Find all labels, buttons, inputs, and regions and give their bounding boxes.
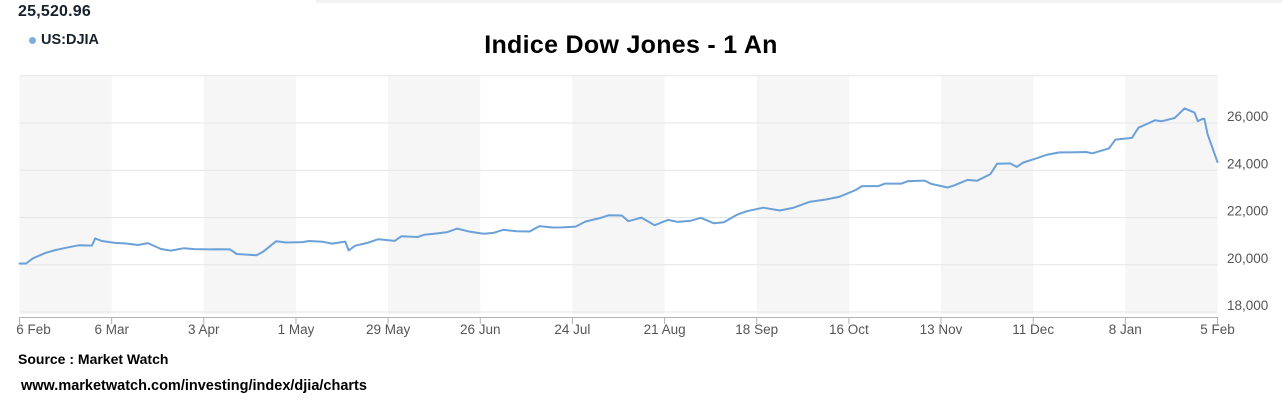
chart-title: Indice Dow Jones - 1 An — [484, 31, 778, 59]
x-axis-label: 26 Jun — [460, 322, 501, 337]
x-axis-label: 16 Oct — [829, 322, 869, 337]
x-axis-label: 6 Mar — [94, 322, 129, 337]
x-axis-label: 29 May — [366, 322, 411, 337]
y-axis-label: 22,000 — [1227, 204, 1268, 219]
plot-band — [203, 75, 296, 315]
x-axis-label: 11 Dec — [1012, 322, 1054, 337]
y-axis-label: 20,000 — [1227, 251, 1268, 266]
plot-band — [941, 75, 1034, 315]
x-axis-label: 1 May — [278, 322, 315, 337]
legend-series-label: US:DJIA — [41, 32, 100, 48]
x-axis-label: 8 Jan — [1109, 322, 1142, 337]
y-axis-label: 26,000 — [1227, 109, 1268, 124]
x-axis-label: 13 Nov — [920, 322, 963, 337]
djia-line-chart: 6 Feb 6 Mar 3 Apr 1 May 29 May 26 Jun 24 Jul 21… — [16, 75, 1268, 337]
top-edge-strip — [316, 0, 1282, 3]
x-axis-label: 6 Feb — [16, 322, 51, 337]
legend: US:DJIA — [29, 32, 99, 48]
x-axis-label: 5 Feb — [1200, 322, 1235, 337]
source-url: www.marketwatch.com/investing/index/djia… — [21, 378, 367, 394]
y-axis-label: 24,000 — [1227, 156, 1268, 171]
x-axis-label: 18 Sep — [735, 322, 778, 337]
last-price-value: 25,520.96 — [18, 3, 91, 20]
plot-band — [1125, 75, 1218, 315]
series-dot-icon — [29, 36, 36, 44]
djia-price-line — [18, 107, 1219, 265]
plot-band — [572, 75, 665, 315]
source-caption: Source : Market Watch — [18, 351, 169, 367]
y-axis-label: 18,000 — [1227, 298, 1268, 313]
plot-band — [756, 75, 849, 315]
x-axis-label: 24 Jul — [554, 322, 590, 337]
plot-band — [388, 75, 481, 315]
x-axis-label: 3 Apr — [188, 322, 220, 337]
x-axis-label: 21 Aug — [644, 322, 686, 337]
plot-band — [19, 75, 112, 315]
